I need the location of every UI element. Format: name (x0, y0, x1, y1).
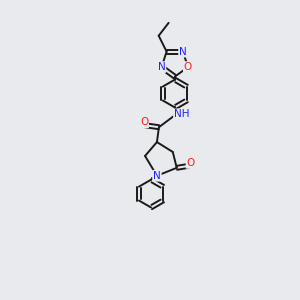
Text: N: N (158, 62, 166, 72)
Text: N: N (153, 171, 161, 181)
Text: O: O (140, 117, 148, 127)
Text: NH: NH (174, 109, 190, 119)
Text: O: O (187, 158, 195, 168)
Text: O: O (184, 62, 192, 72)
Text: N: N (179, 46, 187, 57)
